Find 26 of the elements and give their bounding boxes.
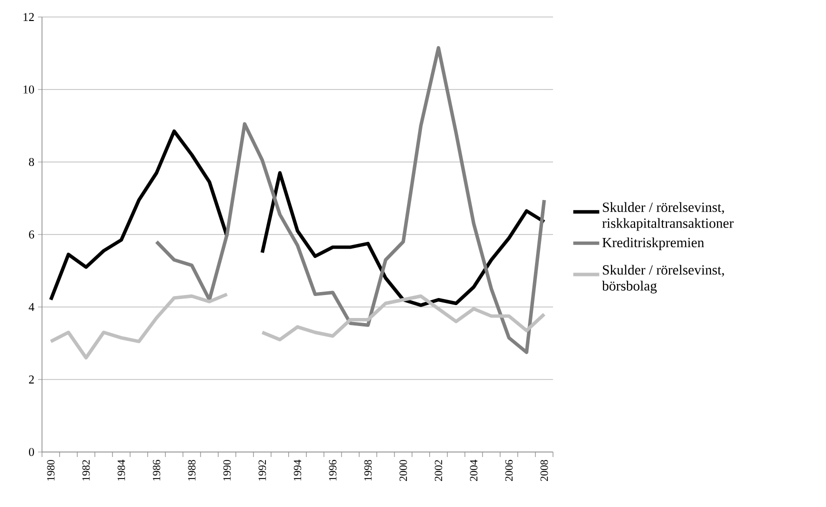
x-tick-label: 2008 (540, 460, 548, 481)
y-tick-label: 2 (29, 376, 34, 384)
y-tick-label: 12 (24, 13, 34, 21)
x-tick-label: 1986 (152, 460, 160, 480)
x-tick-label: 1992 (258, 460, 266, 480)
legend-label: Skulder / rörelsevinst, riskkapitaltransaktioner (602, 202, 734, 231)
x-tick-label: 1998 (364, 460, 372, 480)
y-tick-label: 4 (28, 303, 34, 311)
y-tick-label: 10 (24, 85, 34, 94)
x-tick-label: 1982 (82, 460, 90, 480)
x-tick-label: 1990 (223, 460, 231, 480)
x-tick-label: 2004 (470, 460, 478, 481)
legend-label: Skulder / rörelsevinst, börsbolag (602, 264, 724, 294)
x-tick-label: 1994 (294, 460, 302, 480)
y-tick-label: 6 (29, 230, 34, 239)
line-series (154, 46, 546, 354)
legend-label: Kreditriskpremien (602, 237, 704, 250)
y-tick-label: 8 (28, 158, 34, 166)
x-tick-label: 2000 (400, 460, 407, 481)
x-tick-label: 1984 (118, 460, 125, 480)
x-tick-label: 2006 (505, 460, 513, 481)
x-tick-label: 1980 (47, 460, 55, 480)
x-tick-label: 2002 (434, 460, 442, 481)
x-tick-label: 1996 (329, 460, 336, 480)
x-tick-label: 1988 (188, 460, 196, 480)
y-tick-label: 0 (28, 448, 34, 456)
